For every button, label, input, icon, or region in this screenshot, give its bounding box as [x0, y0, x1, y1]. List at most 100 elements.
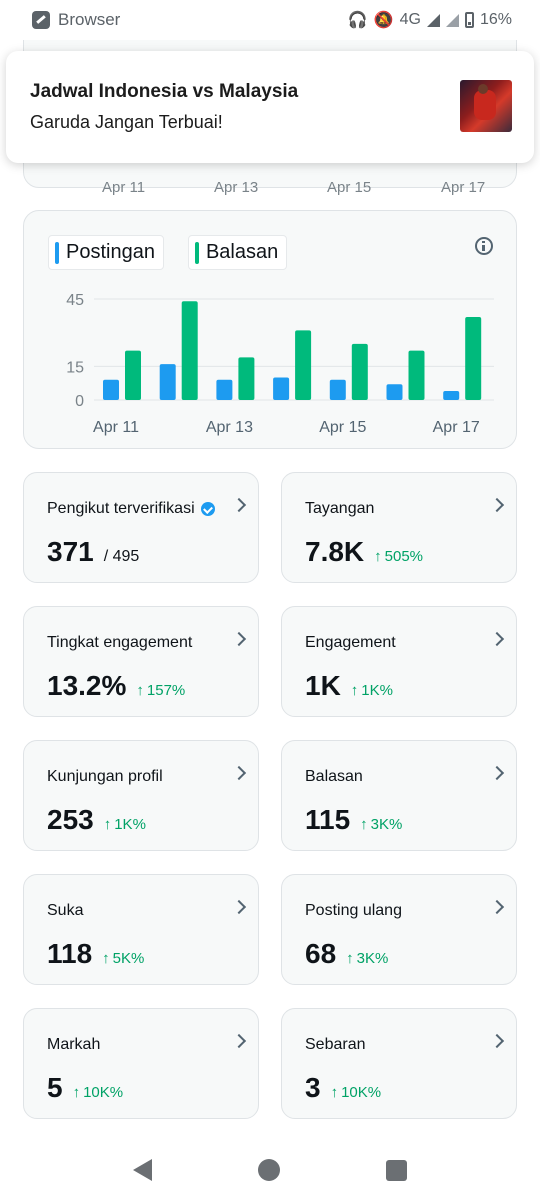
chevron-right-icon [489, 1033, 505, 1049]
network-type: 4G [399, 11, 421, 28]
stat-change: ↑ 10K% [73, 1084, 124, 1101]
verified-badge-icon [200, 502, 215, 516]
stat-change-value: 1K% [114, 816, 146, 833]
stat-value-row: 371 / 495 [47, 536, 139, 568]
push-notification[interactable]: Jadwal Indonesia vs Malaysia Garuda Jang… [6, 51, 534, 163]
bar-replies[interactable] [181, 301, 198, 400]
y-tick-label: 45 [66, 292, 84, 309]
arrow-up-icon: ↑ [330, 1084, 339, 1101]
stat-card-sebaran[interactable]: Sebaran 3 ↑ 10K% [281, 1008, 517, 1119]
stat-label-text: Pengikut terverifikasi [47, 500, 195, 517]
stat-change-value: 505% [384, 548, 424, 565]
stat-card-posting-ulang[interactable]: Posting ulang 68 ↑ 3K% [281, 874, 517, 985]
info-icon[interactable] [475, 237, 493, 255]
stat-card-suka[interactable]: Suka 118 ↑ 5K% [23, 874, 259, 985]
chart-legend: Postingan Balasan [48, 235, 288, 270]
stat-value: 68 [305, 938, 337, 969]
stat-value-row: 3 ↑ 10K% [305, 1072, 381, 1104]
recents-icon[interactable] [386, 1159, 407, 1181]
stat-label: Engagement [305, 634, 396, 652]
notification-thumbnail [460, 80, 512, 132]
legend-swatch-posts [55, 241, 59, 264]
battery-level: 16% [479, 11, 512, 28]
previous-x-tick: Apr 11 [102, 179, 146, 196]
legend-replies[interactable]: Balasan [187, 235, 288, 270]
signal-icon [426, 13, 440, 27]
stat-card-balasan[interactable]: Balasan 115 ↑ 3K% [281, 740, 517, 851]
x-tick-label: Apr 11 [93, 419, 139, 436]
battery-icon [464, 12, 474, 28]
legend-posts-label: Postingan [66, 241, 155, 263]
arrow-up-icon: ↑ [346, 950, 354, 967]
stat-change-value: 3K% [356, 950, 389, 967]
status-bar: Browser 🎧 🔕 4G 16% [0, 0, 540, 40]
arrow-up-icon: ↑ [360, 816, 368, 833]
stat-change-value: 3K% [370, 816, 403, 833]
previous-x-tick: Apr 15 [327, 179, 372, 196]
bar-replies[interactable] [351, 343, 368, 400]
bar-replies[interactable] [125, 350, 141, 400]
bar-replies[interactable] [408, 350, 425, 400]
stat-label-text: Kunjungan profil [47, 768, 163, 785]
legend-posts[interactable]: Postingan [48, 235, 164, 270]
arrow-up-icon: ↑ [102, 950, 110, 967]
stat-value-row: 5 ↑ 10K% [47, 1072, 123, 1104]
bar-replies[interactable] [238, 357, 255, 400]
notification-title: Jadwal Indonesia vs Malaysia [30, 81, 299, 102]
bar-replies[interactable] [295, 330, 312, 400]
home-icon[interactable] [258, 1159, 280, 1181]
stat-change: ↑ 505% [374, 548, 423, 565]
bar-posts[interactable] [159, 364, 176, 400]
stat-value: 115 [305, 804, 351, 835]
stat-card-engagement[interactable]: Engagement 1K ↑ 1K% [281, 606, 517, 717]
arrow-up-icon: ↑ [103, 816, 112, 833]
chevron-right-icon [231, 899, 247, 915]
bar-posts[interactable] [386, 384, 403, 400]
stat-label: Tingkat engagement [47, 634, 192, 652]
activity-bar-chart: 45 15 0 Apr 11 Apr 13 Apr 15 Apr 17 [66, 292, 494, 436]
stat-label: Markah [47, 1036, 100, 1054]
bar-posts[interactable] [103, 379, 119, 400]
stat-card-markah[interactable]: Markah 5 ↑ 10K% [23, 1008, 259, 1119]
bar-posts[interactable] [443, 391, 460, 400]
stat-change: ↑ 5K% [102, 950, 144, 967]
stat-card-tingkat-engagement[interactable]: Tingkat engagement 13.2% ↑ 157% [23, 606, 259, 717]
arrow-up-icon: ↑ [136, 682, 144, 699]
status-app-name: Browser [58, 10, 121, 29]
legend-swatch-replies [194, 241, 199, 264]
stat-change: ↑ 10K% [331, 1084, 382, 1101]
stat-change: ↑ 1K% [351, 682, 393, 699]
stat-label: Kunjungan profil [47, 768, 163, 786]
arrow-up-icon: ↑ [374, 548, 382, 565]
stat-change-value: 157% [146, 682, 186, 699]
mute-bell-icon: 🔕 [373, 12, 394, 29]
bar-posts[interactable] [329, 379, 346, 400]
stat-card-tayangan[interactable]: Tayangan 7.8K ↑ 505% [281, 472, 517, 583]
system-nav-bar [0, 1140, 540, 1200]
stat-card-kunjungan-profil[interactable]: Kunjungan profil 253 ↑ 1K% [23, 740, 259, 851]
chevron-right-icon [231, 765, 247, 781]
chevron-right-icon [231, 1033, 247, 1049]
bar-posts[interactable] [273, 377, 290, 400]
stat-label-text: Sebaran [305, 1036, 366, 1053]
stat-value-row: 1K ↑ 1K% [305, 670, 393, 702]
notification-body: Garuda Jangan Terbuai! [30, 112, 223, 132]
y-tick-label: 0 [75, 393, 84, 410]
stat-label: Tayangan [305, 500, 374, 518]
x-tick-label: Apr 15 [319, 419, 366, 436]
bar-replies[interactable] [465, 316, 482, 400]
stat-card-pengikut-terverifikasi[interactable]: Pengikut terverifikasi 371 / 495 [23, 472, 259, 583]
chevron-right-icon [489, 631, 505, 647]
stat-label-text: Engagement [305, 634, 396, 651]
chevron-right-icon [489, 899, 505, 915]
stat-value-row: 253 ↑ 1K% [47, 804, 146, 836]
stat-value-row: 13.2% ↑ 157% [47, 670, 185, 702]
stat-change: ↑ 1K% [104, 816, 146, 833]
bar-posts[interactable] [216, 379, 233, 400]
back-icon[interactable] [133, 1159, 152, 1181]
stat-value: 371 [47, 536, 94, 567]
arrow-up-icon: ↑ [72, 1084, 81, 1101]
stat-change: ↑ 3K% [346, 950, 388, 967]
x-tick-label: Apr 13 [206, 419, 253, 436]
stat-change-value: 10K% [341, 1084, 382, 1101]
